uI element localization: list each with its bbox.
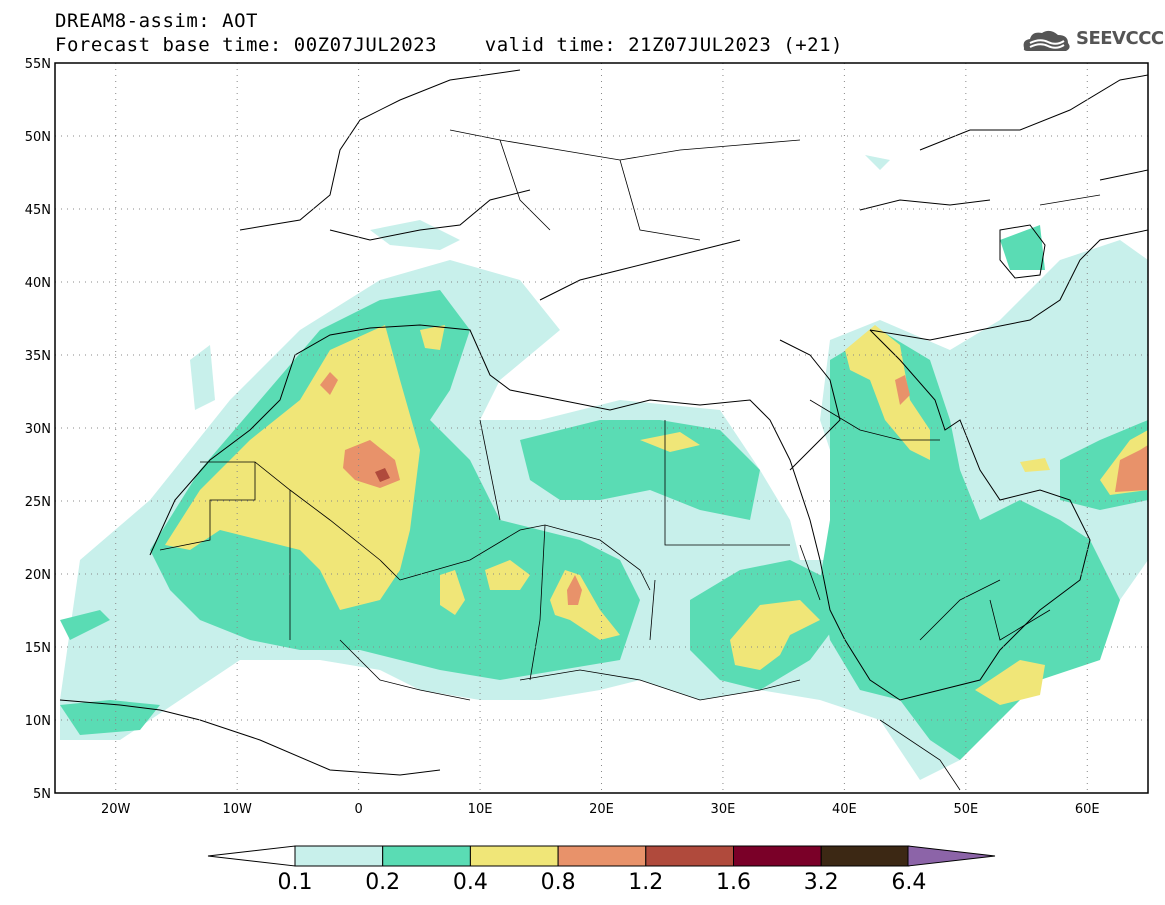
colorbar-level-label: 1.6	[716, 870, 751, 895]
colorbar-swatch	[558, 846, 646, 866]
colorbar-level-label: 0.1	[278, 870, 313, 895]
colorbar-swatch	[646, 846, 734, 866]
colorbar-level-label: 0.2	[365, 870, 400, 895]
colorbar-swatch	[821, 846, 909, 866]
colorbar-swatch	[295, 846, 383, 866]
colorbar-level-label: 0.4	[453, 870, 488, 895]
colorbar-swatch	[470, 846, 558, 866]
colorbar-level-label: 6.4	[891, 870, 926, 895]
colorbar-level-label: 1.2	[628, 870, 663, 895]
colorbar-level-label: 3.2	[804, 870, 839, 895]
colorbar-level-label: 0.8	[541, 870, 576, 895]
colorbar-swatch	[383, 846, 471, 866]
colorbar-high-arrow	[908, 846, 995, 866]
colorbar-swatch	[734, 846, 822, 866]
colorbar-low-arrow	[208, 846, 295, 866]
